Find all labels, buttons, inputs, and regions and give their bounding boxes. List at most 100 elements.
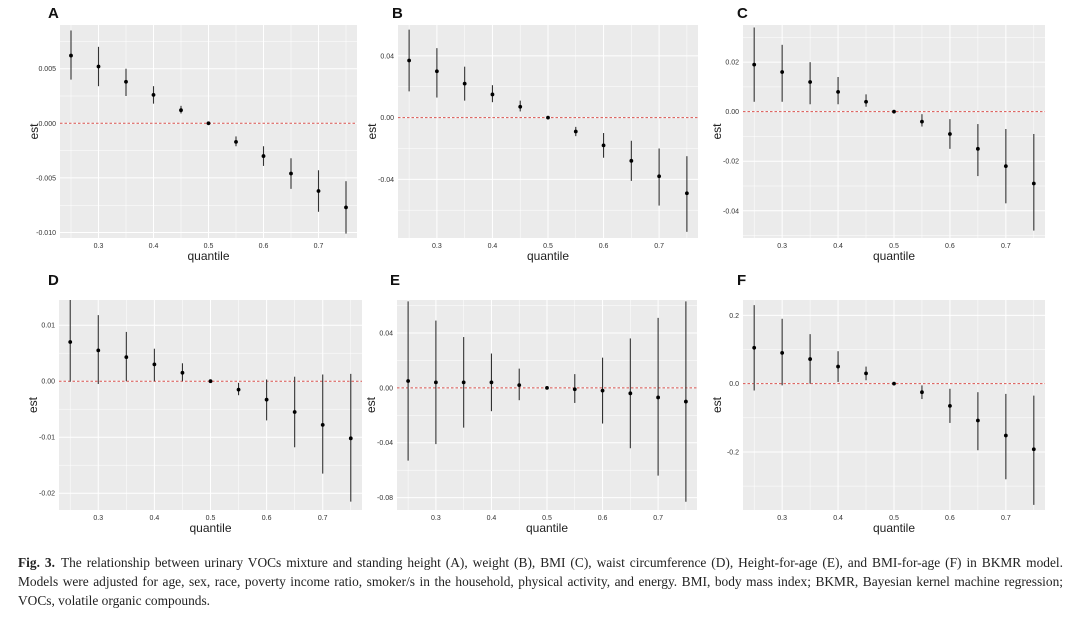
panel-d-x-tick-label: 0.6 bbox=[262, 515, 272, 522]
panel-b-point bbox=[546, 115, 550, 120]
panel-d-x-axis-title: quantile bbox=[189, 521, 231, 535]
panel-d-x-tick-label: 0.5 bbox=[206, 515, 216, 522]
panel-a-y-tick-label: 0.005 bbox=[38, 66, 56, 73]
panel-a-point bbox=[124, 79, 128, 84]
panel-f-point bbox=[836, 364, 840, 369]
panel-c-letter: C bbox=[737, 5, 748, 22]
panel-f-point bbox=[752, 345, 757, 350]
panel-f-letter: F bbox=[737, 272, 746, 289]
panel-e-point bbox=[628, 391, 633, 396]
panel-c-x-tick-label: 0.7 bbox=[1001, 243, 1011, 250]
panel-a-y-tick-label: -0.005 bbox=[36, 175, 56, 182]
panel-a-x-axis-title: quantile bbox=[187, 249, 229, 263]
panel-e-point bbox=[461, 380, 466, 385]
panel-b-point bbox=[407, 58, 412, 63]
panel-e-x-tick-label: 0.7 bbox=[653, 515, 663, 522]
panel-c-x-tick-label: 0.6 bbox=[945, 243, 955, 250]
panel-e-x-tick-label: 0.4 bbox=[487, 515, 497, 522]
panel-b-point bbox=[518, 104, 523, 109]
panel-a-point bbox=[289, 171, 293, 176]
panel-a-point bbox=[316, 189, 321, 193]
panel-a-point bbox=[261, 154, 266, 158]
panel-c-point bbox=[920, 119, 924, 124]
panel-b-y-tick-label: 0.00 bbox=[380, 115, 394, 122]
panel-f-x-tick-label: 0.7 bbox=[1001, 515, 1011, 522]
panel-b-point bbox=[573, 129, 578, 134]
panel-d-x-tick-label: 0.4 bbox=[150, 515, 160, 522]
panel-d-y-tick-label: 0.00 bbox=[41, 379, 55, 386]
panel-d-letter: D bbox=[48, 272, 59, 289]
panel-b-x-tick-label: 0.6 bbox=[599, 243, 609, 250]
panel-c-y-tick-label: 0.00 bbox=[725, 109, 739, 116]
panel-d-y-axis-title: est bbox=[26, 396, 40, 413]
panel-b-point bbox=[490, 92, 495, 97]
panel-c-y-tick-label: 0.02 bbox=[725, 60, 739, 67]
panel-b-point bbox=[601, 143, 606, 148]
panel-c-y-tick-label: -0.02 bbox=[723, 159, 739, 166]
panel-e-point bbox=[572, 387, 577, 392]
panel-c-x-axis-title: quantile bbox=[873, 249, 915, 263]
panel-c-point bbox=[975, 146, 980, 151]
panel-a-point bbox=[96, 64, 101, 69]
panel-a-x-tick-label: 0.4 bbox=[149, 243, 159, 250]
panel-d-point bbox=[96, 348, 101, 353]
panel-e-point bbox=[406, 379, 411, 383]
panel-a-x-tick-label: 0.7 bbox=[314, 243, 324, 250]
panel-a-x-tick-label: 0.6 bbox=[259, 243, 269, 250]
panel-c-point bbox=[752, 62, 757, 67]
panel-f-point bbox=[975, 418, 980, 423]
panel-a-point bbox=[234, 139, 238, 144]
panel-b-y-tick-label: 0.04 bbox=[380, 53, 394, 60]
panel-f-y-axis-title: est bbox=[710, 396, 724, 413]
panel-a-point bbox=[151, 93, 156, 97]
panel-d-point bbox=[264, 397, 269, 402]
panel-e-point bbox=[545, 385, 549, 390]
panel-d-point bbox=[180, 370, 185, 375]
panel-d-y-tick-label: -0.02 bbox=[39, 491, 55, 498]
panel-e-y-axis-title: est bbox=[364, 396, 378, 413]
panel-e-letter: E bbox=[390, 272, 400, 289]
panel-f: 0.3 0.4 0.5 0.6 0.7 -0.2 0.0 0.2 quantile est F bbox=[710, 272, 1045, 535]
panel-f-point bbox=[892, 381, 896, 386]
panel-f-x-tick-label: 0.6 bbox=[945, 515, 955, 522]
panel-f-point bbox=[1003, 433, 1008, 438]
panel-c-x-tick-label: 0.3 bbox=[777, 243, 787, 250]
panel-f-point bbox=[864, 371, 868, 376]
panel-c-x-tick-label: 0.4 bbox=[833, 243, 843, 250]
panel-d-point bbox=[152, 362, 157, 367]
panel-c-point bbox=[808, 80, 813, 84]
panel-a-y-tick-label: 0.000 bbox=[38, 121, 56, 128]
panel-e-x-tick-label: 0.6 bbox=[598, 515, 608, 522]
panel-b-x-tick-label: 0.3 bbox=[432, 243, 442, 250]
panel-f-point bbox=[948, 403, 952, 408]
panel-d-y-tick-label: -0.01 bbox=[39, 435, 55, 442]
panel-e: 0.3 0.4 0.5 0.6 0.7 -0.08 -0.04 0.00 0.04 quantil… bbox=[364, 272, 697, 535]
panel-b-x-axis-title: quantile bbox=[527, 249, 569, 263]
panel-c-point bbox=[1031, 181, 1036, 186]
panel-c-point bbox=[1003, 164, 1008, 169]
figure-caption: Fig. 3. The relationship between urinary … bbox=[18, 553, 1063, 610]
panel-a-point bbox=[344, 205, 348, 210]
panel-e-x-tick-label: 0.3 bbox=[431, 515, 441, 522]
panel-d-x-tick-label: 0.7 bbox=[318, 515, 328, 522]
panel-a-x-tick-label: 0.5 bbox=[204, 243, 214, 250]
figure-3: 0.3 0.4 0.5 0.6 0.7 -0.010 -0.005 0.000 0.005 qua… bbox=[26, 5, 1045, 535]
panel-e-x-tick-label: 0.5 bbox=[542, 515, 552, 522]
panel-c-point bbox=[864, 99, 868, 104]
panel-b: 0.3 0.4 0.5 0.6 0.7 -0.04 0.00 0.04 quantile est B bbox=[365, 5, 698, 263]
panel-b-y-tick-label: -0.04 bbox=[378, 177, 394, 184]
panel-f-x-tick-label: 0.3 bbox=[777, 515, 787, 522]
panel-c-point bbox=[892, 109, 896, 114]
panel-e-point bbox=[600, 388, 605, 393]
panel-c-x-tick-label: 0.5 bbox=[889, 243, 899, 250]
figure-caption-text: The relationship between urinary VOCs mi… bbox=[18, 555, 1063, 608]
panel-a: 0.3 0.4 0.5 0.6 0.7 -0.010 -0.005 0.000 0.005 qua… bbox=[27, 5, 357, 263]
panel-a-letter: A bbox=[48, 5, 59, 22]
panel-e-point bbox=[433, 380, 438, 385]
panel-a-y-axis-title: est bbox=[27, 123, 41, 140]
panel-d-point bbox=[124, 355, 129, 360]
panel-d-point bbox=[236, 387, 241, 392]
panel-d-point bbox=[208, 379, 213, 384]
panel-e-y-tick-label: 0.00 bbox=[379, 385, 393, 392]
panel-b-point bbox=[629, 158, 634, 163]
